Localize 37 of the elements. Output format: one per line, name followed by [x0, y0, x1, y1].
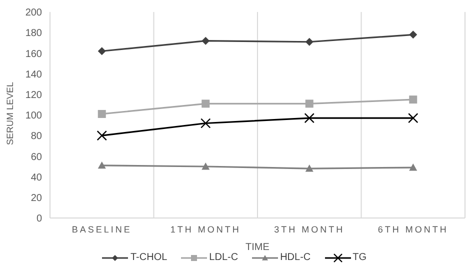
y-tick-label: 80	[30, 131, 42, 142]
legend-label: T-CHOL	[130, 252, 168, 263]
point	[409, 96, 418, 104]
point	[202, 100, 210, 108]
y-tick-label: 160	[25, 48, 42, 60]
point	[409, 164, 418, 171]
point	[305, 100, 314, 108]
x-tick-label: BASELINE	[72, 224, 132, 234]
y-tick-label: 180	[25, 28, 42, 40]
point	[305, 164, 314, 172]
y-tick-label: 120	[25, 90, 42, 101]
y-tick-label: 200	[25, 8, 42, 19]
point	[200, 118, 211, 128]
point	[409, 30, 418, 39]
y-tick-label: 60	[30, 152, 42, 163]
point	[98, 161, 106, 169]
x-axis-title: TIME	[246, 242, 270, 253]
point	[202, 36, 210, 45]
point	[98, 47, 106, 56]
x-tick-label: 1TH MONTH	[170, 224, 241, 234]
x-tick-label: 6TH MONTH	[378, 224, 448, 234]
point	[408, 112, 418, 124]
y-tick-label: 100	[25, 110, 42, 122]
point	[96, 130, 107, 141]
y-tick-label: 40	[30, 172, 42, 184]
y-tick-label: 20	[30, 192, 42, 204]
y-tick-label: 0	[36, 214, 42, 225]
x-tick-label: 3TH MONTH	[274, 224, 345, 234]
point	[202, 162, 210, 170]
legend-label: HDL-C	[280, 252, 311, 263]
y-tick-label: 140	[25, 69, 42, 80]
point	[304, 112, 314, 124]
legend-label: LDL-C	[209, 252, 238, 263]
point	[305, 38, 314, 46]
y-axis-title: SERUM LEVEL	[5, 82, 16, 145]
legend-label: TG	[352, 252, 367, 263]
point	[98, 110, 106, 118]
